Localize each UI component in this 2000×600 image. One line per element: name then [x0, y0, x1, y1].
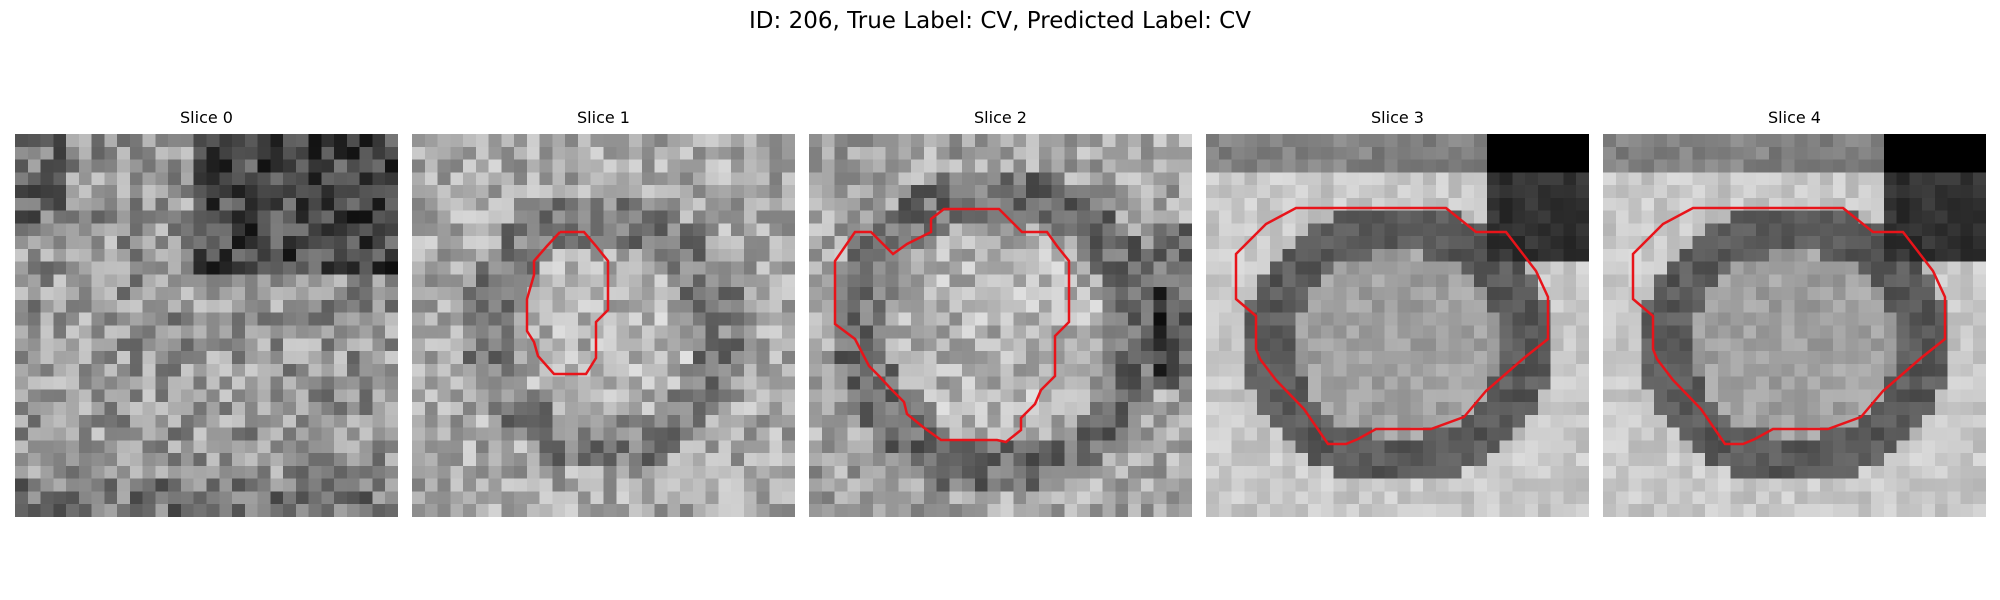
segmentation-contour	[525, 230, 610, 376]
slice-image	[15, 134, 398, 517]
slice-overlay	[1631, 206, 1947, 446]
slice-title: Slice 2	[974, 108, 1027, 127]
slice-title: Slice 1	[577, 108, 630, 127]
segmentation-contour	[833, 207, 1071, 444]
segmentation-contour	[1234, 206, 1550, 446]
slice-panel-4: Slice 4	[1603, 108, 1986, 518]
slice-image	[1206, 134, 1589, 517]
slice-title: Slice 3	[1371, 108, 1424, 127]
figure-title: ID: 206, True Label: CV, Predicted Label…	[749, 8, 1251, 34]
slice-title: Slice 0	[180, 108, 233, 127]
slice-panel-2: Slice 2	[809, 108, 1192, 518]
slice-overlay	[15, 134, 398, 517]
slice-title: Slice 4	[1768, 108, 1821, 127]
slice-panel-0: Slice 0	[15, 108, 398, 518]
slice-image	[809, 134, 1192, 517]
slice-overlay	[525, 230, 610, 376]
segmentation-contour	[1631, 206, 1947, 446]
slice-overlay	[1234, 206, 1550, 446]
slice-overlay	[833, 207, 1071, 444]
slice-panel-3: Slice 3	[1206, 108, 1589, 518]
slice-image	[1603, 134, 1986, 517]
slice-panel-1: Slice 1	[412, 108, 795, 518]
slice-image	[412, 134, 795, 517]
